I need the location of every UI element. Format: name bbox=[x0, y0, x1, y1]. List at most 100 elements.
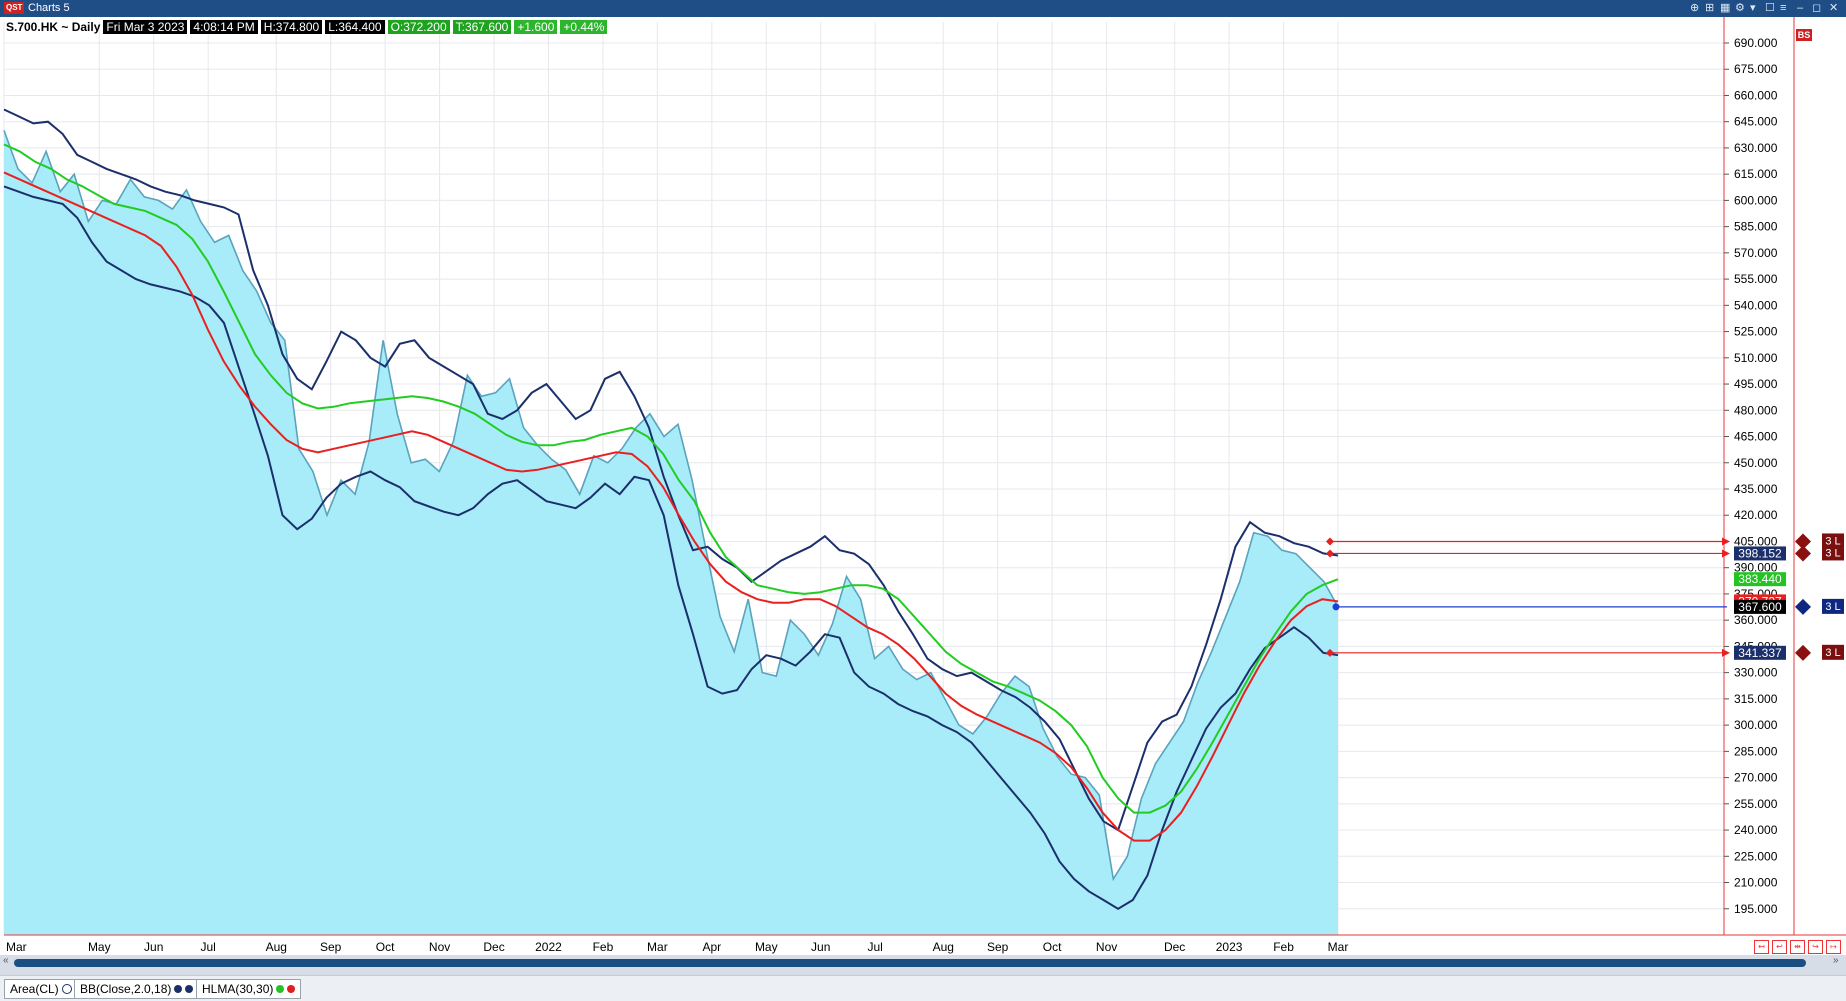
gear-icon[interactable]: ⚙ bbox=[1735, 2, 1745, 14]
study-label: HLMA(30,30) bbox=[202, 982, 274, 996]
order-line-arrow bbox=[1722, 537, 1730, 546]
x-tick-label: Jul bbox=[201, 940, 216, 954]
dropdown-icon[interactable]: ▾ bbox=[1750, 2, 1756, 14]
x-tick-label: Feb bbox=[1273, 940, 1294, 954]
order-tag bbox=[1822, 644, 1844, 660]
y-tick-label: 660.000 bbox=[1734, 88, 1778, 102]
x-tick-label: Oct bbox=[376, 940, 395, 954]
study-hlma[interactable]: HLMA(30,30) bbox=[196, 979, 302, 999]
order-start-marker bbox=[1326, 549, 1334, 558]
order-start-marker bbox=[1326, 537, 1334, 546]
scroll-left-icon[interactable]: « bbox=[3, 955, 9, 966]
study-bollinger[interactable]: BB(Close,2.0,18) bbox=[74, 979, 200, 999]
y-tick-label: 555.000 bbox=[1734, 272, 1778, 286]
study-bar: Area(CL) BB(Close,2.0,18) HLMA(30,30) bbox=[0, 975, 1846, 1001]
layout-icon[interactable]: ⊞ bbox=[1705, 2, 1715, 14]
y-tick-label: 630.000 bbox=[1734, 141, 1778, 155]
horizontal-scrollbar[interactable] bbox=[14, 959, 1806, 967]
y-tick-label: 300.000 bbox=[1734, 718, 1778, 732]
y-tick-label: 480.000 bbox=[1734, 403, 1778, 417]
order-line-arrow bbox=[1722, 549, 1730, 558]
study-color-dot bbox=[174, 985, 183, 993]
order-diamond bbox=[1795, 545, 1811, 562]
y-tick-label: 360.000 bbox=[1734, 613, 1778, 627]
x-tick-label: 2023 bbox=[1216, 940, 1243, 954]
axis-price-label-bg bbox=[1734, 546, 1786, 561]
study-label: BB(Close,2.0,18) bbox=[80, 982, 172, 996]
y-tick-label: 435.000 bbox=[1734, 482, 1778, 496]
order-diamond bbox=[1795, 644, 1811, 661]
order-start-marker bbox=[1326, 648, 1334, 657]
buy-sell-badge[interactable]: BS bbox=[1796, 29, 1812, 41]
price-chart[interactable]: 690.000 675.000 660.000 645.000 630.000 615.0… bbox=[0, 17, 1846, 955]
order-tag-label: 3 L bbox=[1825, 547, 1840, 559]
study-color-dot bbox=[276, 985, 285, 993]
study-color-dot bbox=[185, 985, 194, 993]
close-icon[interactable]: ✕ bbox=[1829, 2, 1839, 14]
y-tick-label: 645.000 bbox=[1734, 115, 1778, 129]
link-icon[interactable]: ⊕ bbox=[1690, 2, 1700, 14]
x-tick-label: Aug bbox=[933, 940, 954, 954]
last-price-tag-label: 3 L bbox=[1825, 601, 1840, 613]
y-tick-label: 330.000 bbox=[1734, 666, 1778, 680]
scroll-right-icon[interactable]: » bbox=[1833, 955, 1839, 966]
y-tick-label: 390.000 bbox=[1734, 561, 1778, 575]
order-tag bbox=[1822, 545, 1844, 561]
grid-icon[interactable]: ▦ bbox=[1720, 2, 1731, 14]
hlma-high-line bbox=[3, 143, 1339, 814]
app-logo: QST bbox=[4, 2, 25, 14]
close-area bbox=[4, 130, 1338, 935]
x-tick-label: Dec bbox=[483, 940, 504, 954]
y-tick-label: 210.000 bbox=[1734, 876, 1778, 890]
x-tick-label: Mar bbox=[6, 940, 27, 954]
y-tick-label: 585.000 bbox=[1734, 220, 1778, 234]
x-tick-label: 2022 bbox=[535, 940, 562, 954]
nav-back-button[interactable]: ↩ bbox=[1772, 940, 1787, 954]
trade-label: T:367.600 bbox=[452, 20, 512, 34]
menu-icon[interactable]: ≡ bbox=[1780, 2, 1787, 14]
nav-forward-button[interactable]: ↪ bbox=[1808, 940, 1823, 954]
window-icon[interactable]: ☐ bbox=[1765, 2, 1775, 14]
nav-start-button[interactable]: ↤ bbox=[1754, 940, 1769, 954]
y-tick-label: 600.000 bbox=[1734, 193, 1778, 207]
minimize-icon[interactable]: – bbox=[1797, 2, 1804, 14]
y-tick-label: 510.000 bbox=[1734, 351, 1778, 365]
change-label: +1.600 bbox=[514, 20, 558, 34]
order-tag-label: 3 L bbox=[1825, 647, 1840, 659]
open-label: O:372.200 bbox=[387, 20, 450, 34]
low-label: L:364.400 bbox=[325, 20, 385, 34]
x-tick-label: May bbox=[755, 940, 778, 954]
x-tick-label: Nov bbox=[1096, 940, 1117, 954]
study-area-cl[interactable]: Area(CL) bbox=[4, 979, 78, 999]
y-tick-label: 450.000 bbox=[1734, 456, 1778, 470]
order-line-arrow bbox=[1722, 648, 1730, 657]
y-tick-label: 270.000 bbox=[1734, 771, 1778, 785]
time-label: 4:08:14 PM bbox=[190, 20, 258, 34]
title-bar: QST Charts 5 ⊕ ⊞ ▦ ⚙ ▾ ☐ ≡ – ◻ ✕ bbox=[0, 0, 1846, 17]
y-tick-label: 675.000 bbox=[1734, 62, 1778, 76]
x-tick-label: Feb bbox=[593, 940, 614, 954]
x-tick-label: Sep bbox=[320, 940, 342, 954]
y-tick-label: 240.000 bbox=[1734, 823, 1778, 837]
y-tick-label: 420.000 bbox=[1734, 508, 1778, 522]
axis-price-label-bg bbox=[1734, 645, 1786, 660]
y-tick-label: 690.000 bbox=[1734, 36, 1778, 50]
symbol-label: S.700.HK ~ Daily bbox=[6, 20, 101, 34]
x-tick-label: Sep bbox=[987, 940, 1009, 954]
y-tick-label: 315.000 bbox=[1734, 692, 1778, 706]
x-tick-label: Apr bbox=[702, 940, 721, 954]
axis-price-label-bg bbox=[1734, 599, 1786, 614]
x-tick-label: Jul bbox=[868, 940, 883, 954]
nav-zoom-button[interactable]: ⇹ bbox=[1790, 940, 1805, 954]
study-label: Area(CL) bbox=[10, 982, 59, 996]
y-tick-label: 195.000 bbox=[1734, 902, 1778, 916]
pct-change-label: +0.44% bbox=[560, 20, 608, 34]
nav-end-button[interactable]: ↦ bbox=[1826, 940, 1841, 954]
y-tick-label: 615.000 bbox=[1734, 167, 1778, 181]
y-tick-label: 405.000 bbox=[1734, 534, 1778, 548]
last-price-marker bbox=[1332, 603, 1340, 611]
axis-price-label: 398.152 bbox=[1738, 546, 1782, 560]
close-line bbox=[3, 130, 1339, 882]
maximize-icon[interactable]: ◻ bbox=[1812, 2, 1822, 14]
study-color-dot bbox=[61, 984, 72, 994]
